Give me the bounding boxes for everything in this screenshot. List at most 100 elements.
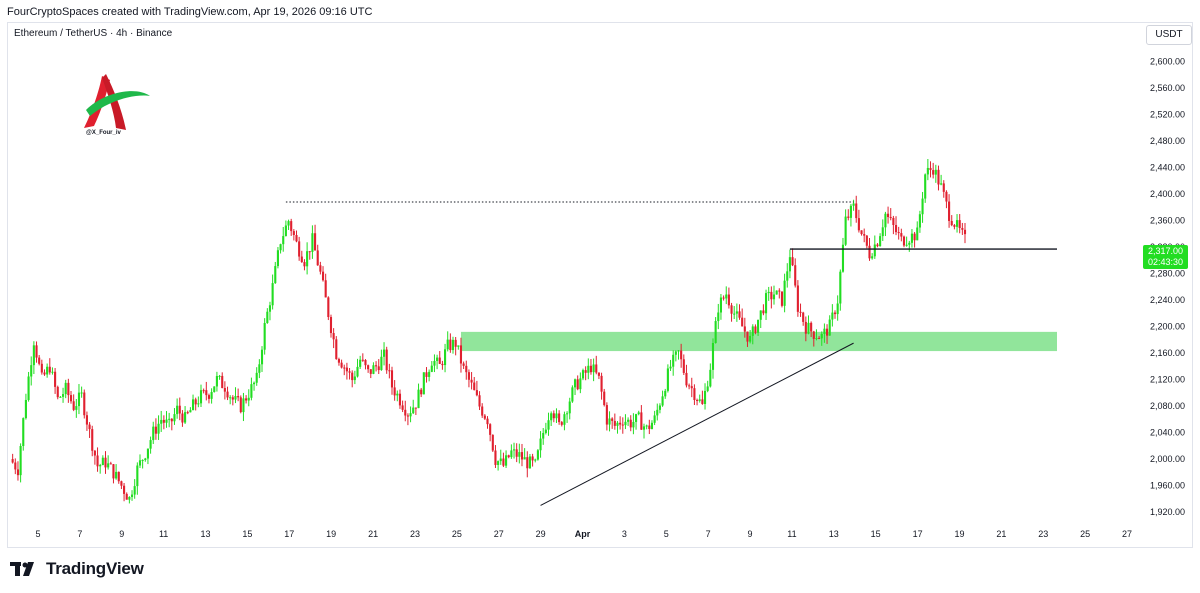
candle-body	[780, 291, 784, 306]
candle-body	[688, 385, 691, 387]
candle-body	[483, 415, 486, 419]
candle-body	[857, 218, 860, 231]
y-tick-label: 2,600.00	[1150, 57, 1185, 67]
candle-body	[316, 250, 319, 266]
candle-body	[242, 398, 245, 413]
fourcrypto-logo-icon	[84, 74, 150, 130]
candle-body	[603, 391, 606, 406]
candle-body	[693, 388, 696, 400]
candle-body	[72, 401, 75, 410]
candle-body	[916, 227, 919, 241]
candle-body	[319, 265, 322, 272]
currency-selector[interactable]: USDT	[1146, 25, 1192, 45]
candle-body	[32, 345, 35, 366]
x-tick-label: 11	[787, 529, 796, 539]
candle-body	[382, 349, 386, 357]
candle-body	[778, 290, 781, 292]
candle-body	[178, 405, 181, 414]
candle-body	[462, 363, 465, 366]
symbol-title[interactable]: Ethereum / TetherUS · 4h · Binance	[14, 28, 173, 39]
candle-body	[67, 382, 70, 396]
candle-body	[255, 372, 258, 383]
candle-body	[526, 457, 529, 469]
candle-body	[443, 349, 447, 366]
candle-body	[372, 365, 375, 374]
candle-body	[380, 356, 383, 371]
candle-body	[221, 375, 224, 389]
candle-body	[648, 425, 651, 430]
candle-body	[542, 432, 545, 439]
candle-body	[852, 203, 855, 206]
candle-body	[308, 251, 311, 253]
y-tick-label: 2,000.00	[1150, 454, 1185, 464]
candle-body	[948, 201, 951, 221]
candle-body	[836, 303, 839, 315]
candle-body	[367, 365, 370, 370]
candle-body	[69, 395, 73, 402]
candle-body	[170, 418, 173, 422]
candle-body	[587, 365, 590, 373]
candle-body	[128, 497, 131, 500]
candle-body	[306, 251, 309, 267]
candle-body	[478, 395, 481, 407]
current-price-value: 2,317.00	[1147, 246, 1184, 256]
candle-body	[85, 415, 88, 425]
candle-body	[653, 415, 656, 423]
candle-body	[184, 412, 187, 423]
y-tick-label: 2,400.00	[1150, 189, 1185, 199]
candle-body	[706, 386, 709, 391]
candle-body	[717, 312, 720, 322]
candle-body	[218, 375, 221, 377]
candle-body	[345, 367, 348, 372]
candle-body	[656, 409, 659, 416]
candle-body	[727, 294, 730, 306]
candle-body	[16, 469, 20, 476]
candle-body	[438, 357, 441, 364]
candle-body	[436, 357, 439, 361]
candle-body	[64, 382, 67, 395]
candle-body	[873, 244, 876, 257]
candle-body	[746, 331, 749, 342]
candle-body	[104, 457, 107, 468]
candle-body	[937, 169, 940, 185]
candle-body	[735, 311, 738, 314]
candle-body	[494, 450, 497, 465]
candle-countdown: 02:43:30	[1147, 257, 1184, 267]
candle-body	[523, 457, 526, 460]
tradingview-logo[interactable]: TradingView	[10, 559, 144, 579]
candle-body	[101, 457, 104, 466]
candle-body	[467, 372, 470, 380]
candle-body	[677, 350, 680, 352]
candle-body	[266, 311, 269, 324]
candle-body	[534, 459, 537, 461]
y-tick-label: 2,200.00	[1150, 322, 1185, 332]
candle-body	[191, 399, 195, 411]
candle-body	[701, 399, 704, 404]
candle-body	[186, 412, 189, 414]
candle-body	[900, 233, 903, 237]
candle-body	[202, 390, 205, 392]
candle-body	[759, 310, 762, 320]
candle-body	[634, 414, 638, 422]
candle-body	[197, 403, 200, 405]
candle-body	[600, 375, 603, 392]
candle-body	[473, 382, 476, 391]
candle-body	[664, 390, 667, 397]
candle-body	[595, 364, 598, 373]
candle-body	[950, 220, 953, 226]
candle-body	[165, 419, 168, 423]
y-tick-label: 2,520.00	[1150, 110, 1185, 120]
y-tick-label: 2,040.00	[1150, 428, 1185, 438]
candle-body	[441, 363, 444, 366]
candle-body	[849, 205, 852, 218]
candle-body	[414, 407, 417, 409]
candle-body	[940, 183, 943, 185]
candle-body	[340, 362, 343, 368]
candle-body	[30, 365, 33, 377]
candle-body	[112, 464, 115, 479]
candle-body	[605, 405, 608, 425]
candle-body	[764, 293, 768, 314]
x-tick-label: 15	[242, 529, 252, 539]
candle-body	[825, 328, 829, 336]
